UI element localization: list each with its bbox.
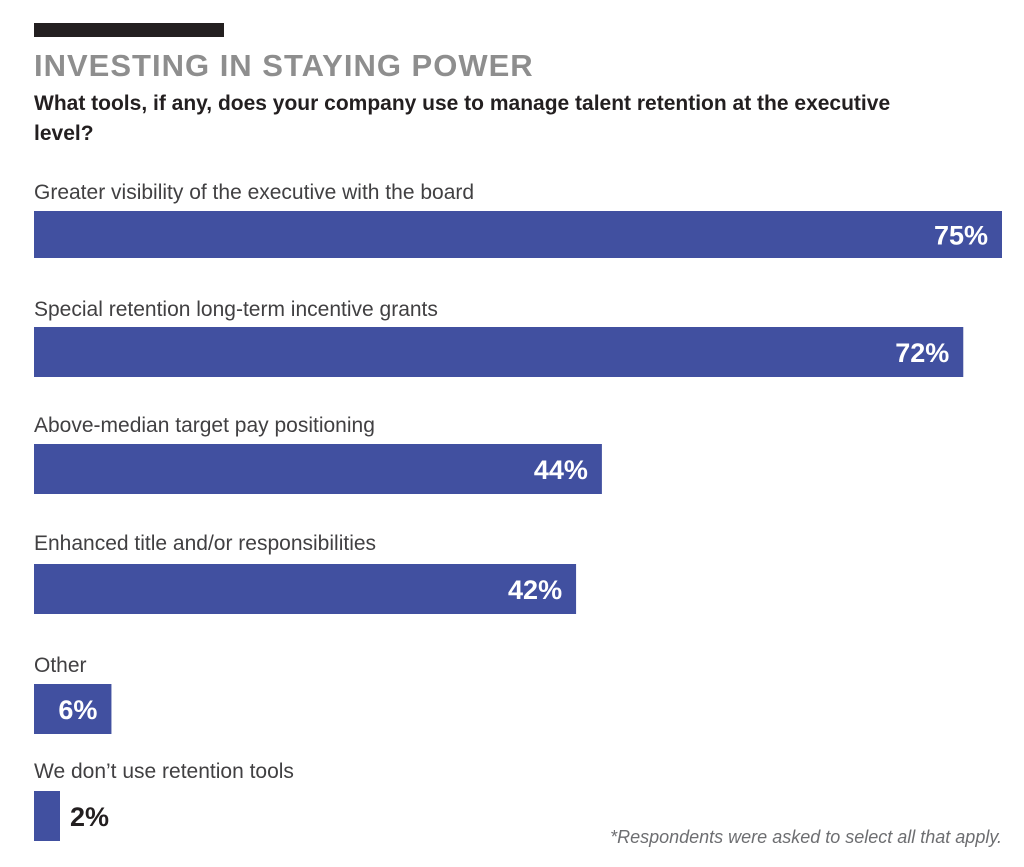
value-label: 42%: [508, 575, 562, 605]
chart-title: INVESTING IN STAYING POWER: [34, 48, 534, 83]
footnote: *Respondents were asked to select all th…: [610, 827, 1002, 847]
value-label: 44%: [534, 455, 588, 485]
category-label: Enhanced title and/or responsibilities: [34, 532, 376, 555]
bar: [34, 211, 1002, 258]
chart-subtitle: What tools, if any, does your company us…: [34, 92, 891, 145]
category-label: Above-median target pay positioning: [34, 414, 375, 437]
category-label: Other: [34, 654, 87, 677]
value-label: 75%: [934, 221, 988, 251]
header-rule: [34, 23, 224, 37]
bar: [34, 327, 964, 377]
bar: [34, 444, 602, 494]
category-label: We don’t use retention tools: [34, 760, 294, 783]
bar: [34, 791, 60, 841]
value-label: 6%: [58, 695, 97, 725]
value-label: 72%: [895, 338, 949, 368]
category-label: Special retention long-term incentive gr…: [34, 298, 438, 321]
category-label: Greater visibility of the executive with…: [34, 181, 474, 204]
bar: [34, 684, 112, 734]
value-label: 2%: [70, 802, 109, 832]
bar: [34, 564, 577, 614]
